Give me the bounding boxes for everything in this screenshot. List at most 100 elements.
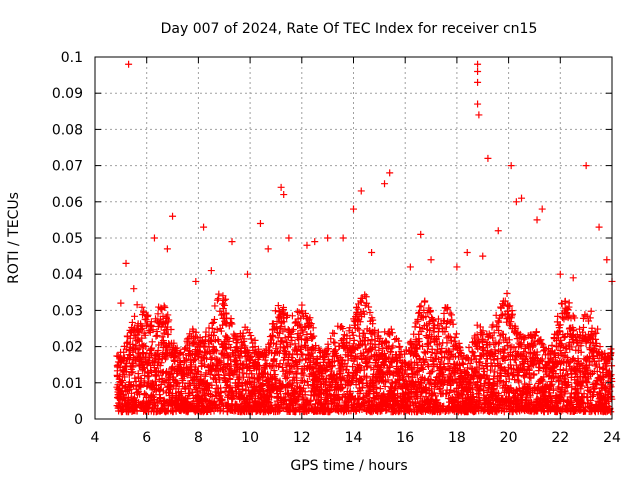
data-point [538, 205, 546, 213]
data-point [210, 318, 218, 326]
data-point [493, 322, 501, 330]
data-point [306, 397, 314, 405]
data-point [474, 60, 482, 68]
data-point [306, 358, 314, 366]
data-point [556, 270, 564, 278]
data-point [333, 352, 341, 360]
data-point [164, 330, 172, 338]
data-point [221, 301, 229, 309]
data-point [244, 270, 252, 278]
data-point [371, 343, 379, 351]
data-point [272, 340, 280, 348]
data-point [140, 364, 148, 372]
data-point [129, 368, 137, 376]
data-point [360, 329, 368, 337]
data-point [346, 334, 354, 342]
data-point [137, 383, 145, 391]
data-point [337, 369, 345, 377]
data-point [218, 397, 226, 405]
data-point [128, 318, 136, 326]
data-point [122, 259, 130, 267]
data-point [239, 329, 247, 337]
data-point [339, 336, 347, 344]
data-point [142, 342, 150, 350]
data-point [283, 373, 291, 381]
y-tick-label: 0.1 [61, 50, 83, 66]
data-point [139, 350, 147, 358]
data-point [167, 326, 175, 334]
data-point [268, 393, 276, 401]
data-point [288, 354, 296, 362]
data-point [277, 183, 285, 191]
data-point [303, 377, 311, 385]
data-point [386, 169, 394, 177]
data-markers [113, 60, 616, 416]
data-point [442, 323, 450, 331]
data-point [130, 285, 138, 293]
data-point [211, 346, 219, 354]
data-point [260, 365, 268, 373]
data-point [201, 372, 209, 380]
data-point [269, 332, 277, 340]
data-point [365, 303, 373, 311]
data-point [208, 393, 216, 401]
data-point [307, 320, 315, 328]
data-point [189, 369, 197, 377]
data-point [494, 227, 502, 235]
data-point [350, 346, 358, 354]
data-point [484, 154, 492, 162]
data-point [530, 370, 538, 378]
y-axis-label: ROTI / TECUs [6, 192, 22, 284]
data-point [121, 373, 129, 381]
data-point [355, 341, 363, 349]
y-tick-label: 0.08 [52, 122, 83, 138]
data-point [586, 314, 594, 322]
data-point [161, 303, 169, 311]
data-point [148, 344, 156, 352]
data-point [208, 338, 216, 346]
data-point [580, 323, 588, 331]
y-tick-label: 0.01 [52, 376, 83, 392]
data-point [165, 316, 173, 324]
x-tick-label: 4 [91, 430, 100, 446]
y-tick-label: 0.02 [52, 340, 83, 356]
data-point [207, 267, 215, 275]
data-point [331, 339, 339, 347]
data-point [170, 339, 178, 347]
data-point [196, 347, 204, 355]
x-tick-label: 8 [194, 430, 203, 446]
data-point [177, 389, 185, 397]
data-point [122, 345, 130, 353]
x-tick-label: 24 [603, 430, 621, 446]
data-point [299, 384, 307, 392]
data-point [309, 324, 317, 332]
data-point [363, 299, 371, 307]
data-point [183, 364, 191, 372]
data-point [340, 375, 348, 383]
data-point [311, 238, 319, 246]
data-point [288, 312, 296, 320]
y-tick-label: 0.09 [52, 86, 83, 102]
data-point [182, 384, 190, 392]
data-point [356, 318, 364, 326]
data-point [217, 388, 225, 396]
data-point [133, 301, 141, 309]
x-tick-label: 18 [448, 430, 466, 446]
data-point [138, 303, 146, 311]
data-point [367, 346, 375, 354]
y-tick-label: 0.04 [52, 267, 83, 283]
data-point [240, 335, 248, 343]
data-point [280, 318, 288, 326]
data-point [301, 323, 309, 331]
data-point [276, 360, 284, 368]
data-point [368, 248, 376, 256]
data-point [368, 335, 376, 343]
data-point [264, 245, 272, 253]
data-point [381, 180, 389, 188]
x-axis-label: GPS time / hours [290, 458, 407, 474]
data-point [141, 331, 149, 339]
data-point [357, 187, 365, 195]
data-point [227, 362, 235, 370]
data-point [299, 328, 307, 336]
